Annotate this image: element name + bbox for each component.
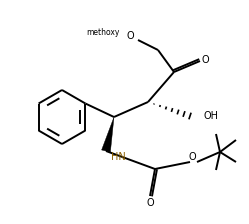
Text: OH: OH	[204, 111, 219, 121]
Text: O: O	[126, 31, 134, 41]
Text: O: O	[188, 152, 196, 162]
Polygon shape	[102, 117, 114, 152]
Text: methoxy: methoxy	[87, 28, 120, 37]
Text: HN: HN	[111, 152, 126, 162]
Text: O: O	[201, 55, 209, 65]
Text: O: O	[146, 198, 154, 208]
